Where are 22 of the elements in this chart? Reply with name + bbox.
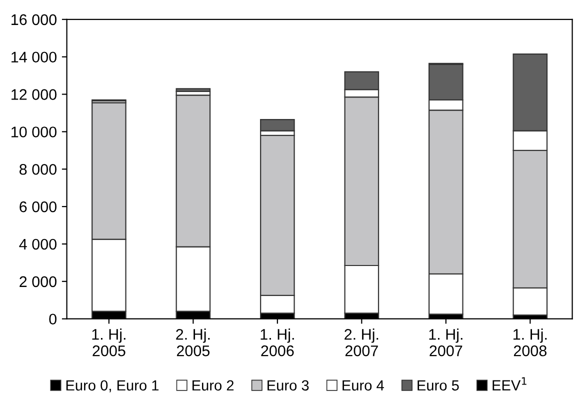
y-tick-label: 6 000 — [20, 201, 56, 212]
legend-label: Euro 0, Euro 1 — [66, 380, 159, 392]
y-tick-label: 14 000 — [12, 52, 56, 63]
x-tick-label: 2. Hj. 2005 — [176, 328, 210, 356]
x-tick-label: 2. Hj. 2007 — [344, 328, 378, 356]
y-tick-label: 8 000 — [20, 164, 56, 175]
y-tick-label: 10 000 — [12, 126, 56, 138]
legend-label: Euro 2 — [192, 380, 234, 391]
x-tick-label: 1. Hj. 2008 — [514, 328, 547, 356]
x-tick-label: 1. Hj. 2005 — [92, 328, 126, 356]
bar — [176, 88, 211, 92]
legend-label: Euro 5 — [418, 380, 459, 391]
x-tick-label: 1. Hj. 2006 — [260, 328, 294, 356]
y-tick-label: 0 — [49, 314, 56, 325]
y-tick-label: 12 000 — [12, 89, 56, 100]
legend-label: Euro 3 — [268, 380, 309, 391]
x-tick-label: 1. Hj. 2007 — [429, 328, 462, 356]
legend-label: Euro 4 — [342, 380, 384, 391]
y-tick-label: 4 000 — [19, 238, 56, 250]
y-tick-label: 16 000 — [12, 14, 56, 26]
legend-label: EEV$^{1}$ — [492, 377, 526, 390]
y-tick-label: 2 000 — [20, 276, 56, 288]
